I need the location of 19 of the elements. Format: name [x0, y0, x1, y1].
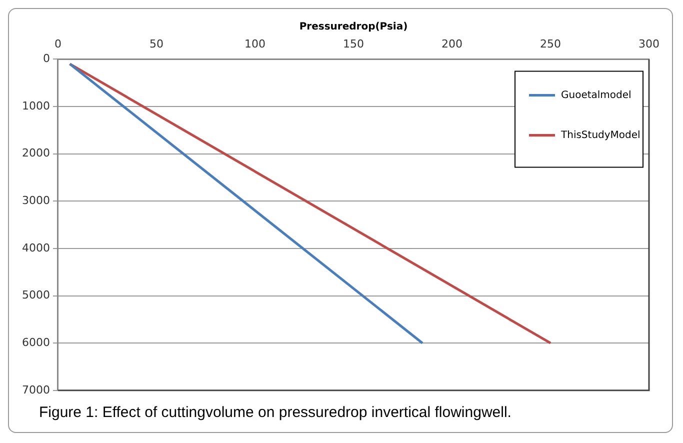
x-axis-title: Pressuredrop(Psia) — [299, 22, 408, 33]
y-tick-label: 7000 — [22, 383, 50, 396]
x-tick-label: 200 — [442, 37, 462, 50]
y-tick-label: 0 — [42, 52, 50, 66]
y-tick-label: 6000 — [22, 336, 50, 349]
x-tick-label: 0 — [54, 37, 62, 50]
y-tick-label: 2000 — [22, 146, 50, 160]
legend-label: ThisStudyModel — [560, 130, 640, 141]
legend-label: Guoetalmodel — [561, 90, 632, 101]
y-tick-label: 1000 — [22, 99, 50, 112]
caption: Figure 1: Effect of cuttingvolume on pressuredrop invertical flowingwell. — [38, 404, 512, 421]
x-tick-label: 250 — [540, 37, 561, 50]
y-tick-label: 4000 — [22, 241, 50, 254]
x-tick-label: 50 — [149, 37, 164, 50]
x-tick-label: 150 — [342, 37, 364, 50]
x-tick-label: 300 — [638, 37, 660, 50]
x-tick-label: 100 — [244, 37, 266, 50]
y-tick-label: 3000 — [22, 194, 50, 207]
y-tick-label: 5000 — [22, 288, 50, 302]
